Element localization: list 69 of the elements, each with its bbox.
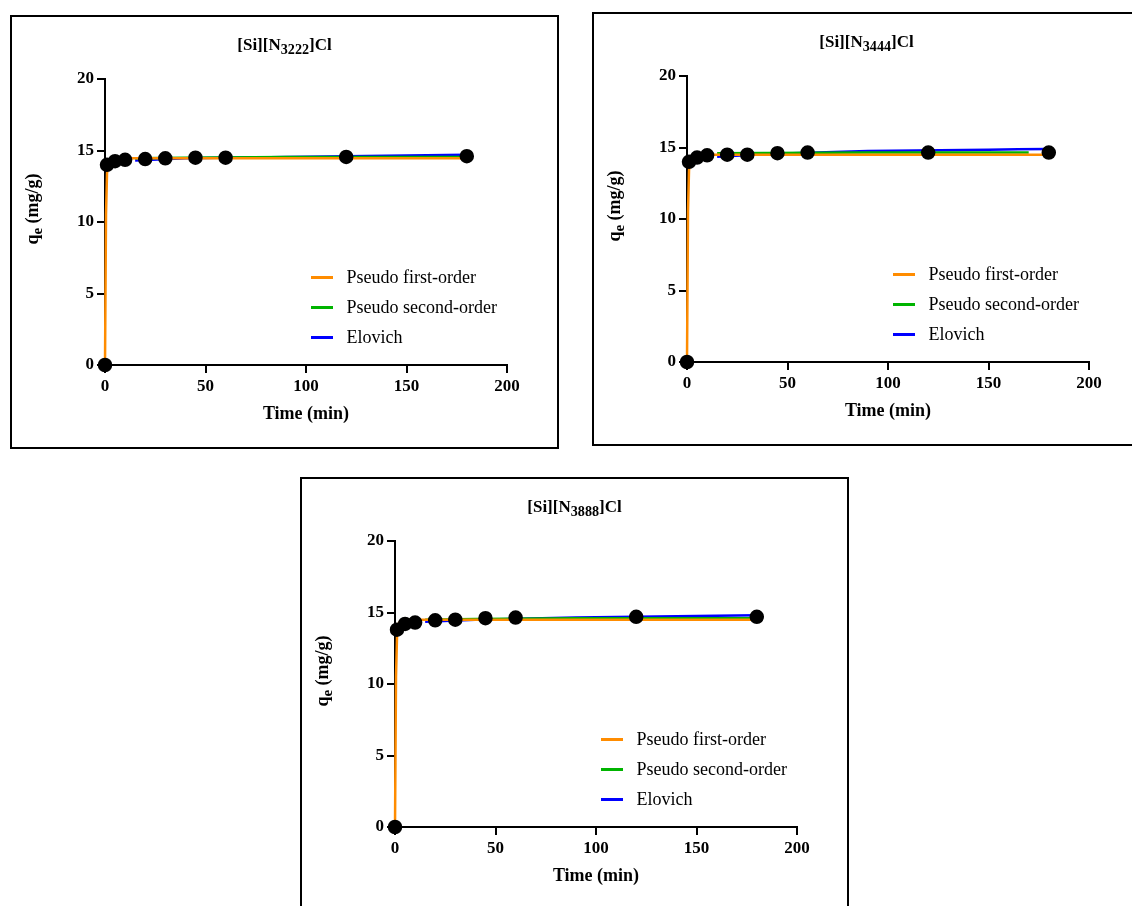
- point: [508, 610, 523, 625]
- x-tick-label: 100: [583, 837, 609, 857]
- point: [459, 148, 475, 164]
- y-tick-label: 0: [375, 816, 384, 836]
- legend-label: Pseudo first-order: [928, 263, 1059, 285]
- legend-label: Elovich: [928, 323, 985, 345]
- y-tick-label: 20: [77, 68, 94, 88]
- point: [158, 151, 173, 166]
- point: [97, 357, 113, 373]
- point: [218, 150, 233, 165]
- y-tick-label: 20: [659, 65, 676, 85]
- x-tick-label: 100: [293, 375, 319, 395]
- legend-label: Pseudo first-order: [636, 728, 767, 750]
- y-tick-label: 15: [367, 601, 384, 621]
- point: [188, 150, 203, 165]
- y-tick-label: 20: [367, 530, 384, 550]
- x-tick-label: 0: [100, 375, 110, 395]
- x-tick-label: 50: [487, 837, 504, 857]
- y-tick-label: 0: [667, 351, 676, 371]
- point: [338, 149, 354, 165]
- legend-label: Pseudo second-order: [346, 296, 497, 318]
- point: [719, 147, 735, 162]
- y-tick-label: 10: [77, 211, 94, 231]
- point: [770, 145, 785, 161]
- point: [920, 145, 936, 160]
- x-tick-label: 200: [1076, 372, 1102, 392]
- point: [1041, 145, 1057, 160]
- point: [699, 148, 715, 163]
- y-tick-label: 0: [85, 354, 94, 374]
- x-tick-label: 150: [975, 372, 1002, 392]
- point: [448, 612, 463, 627]
- x-tick-label: 150: [683, 837, 710, 857]
- point: [749, 609, 765, 625]
- point: [478, 610, 493, 626]
- x-tick-label: 200: [494, 375, 520, 395]
- point: [628, 609, 644, 625]
- point: [800, 145, 815, 160]
- x-tick-label: 200: [784, 837, 810, 857]
- point: [117, 152, 133, 168]
- x-axis-title: Time (min): [262, 402, 350, 424]
- x-tick-label: 0: [390, 837, 400, 857]
- legend-label: Pseudo second-order: [636, 758, 787, 780]
- x-tick-label: 0: [682, 372, 692, 392]
- y-tick-label: 5: [375, 744, 384, 764]
- y-tick-label: 10: [659, 208, 676, 228]
- point: [407, 615, 423, 630]
- point: [427, 613, 443, 628]
- y-tick-label: 10: [367, 673, 384, 693]
- y-tick-label: 15: [77, 139, 94, 159]
- x-tick-label: 50: [197, 375, 214, 395]
- x-axis-title: Time (min): [552, 864, 640, 886]
- y-tick-label: 5: [85, 282, 94, 302]
- legend-label: Pseudo first-order: [346, 266, 477, 288]
- chart-title: [Si][N$_{3444}$]Cl: [818, 32, 915, 56]
- chart-title: [Si][N$_{3888}$]Cl: [526, 497, 623, 521]
- point: [387, 819, 403, 835]
- legend-label: Pseudo second-order: [928, 293, 1079, 315]
- x-axis-title: Time (min): [844, 399, 932, 421]
- point: [679, 354, 695, 370]
- chart-title: [Si][N$_{3222}$]Cl: [236, 35, 333, 59]
- x-tick-label: 150: [393, 375, 420, 395]
- legend-label: Elovich: [636, 788, 693, 810]
- point: [740, 147, 755, 162]
- x-tick-label: 100: [875, 372, 901, 392]
- y-tick-label: 5: [667, 279, 676, 299]
- y-tick-label: 15: [659, 136, 676, 156]
- legend-label: Elovich: [346, 326, 403, 348]
- point: [137, 151, 153, 167]
- x-tick-label: 50: [779, 372, 796, 392]
